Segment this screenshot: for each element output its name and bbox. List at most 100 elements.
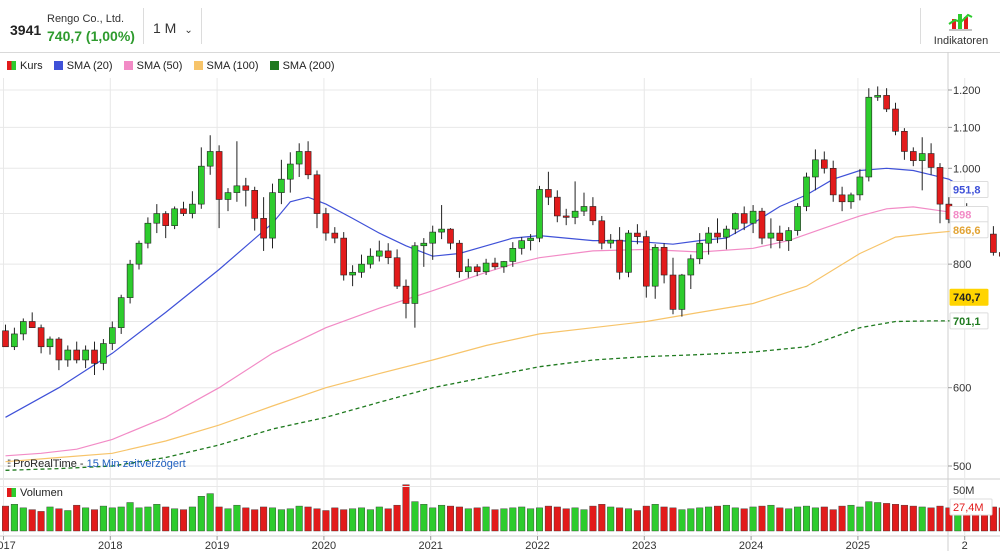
volume-bar [847,504,855,532]
volume-bar [224,508,232,532]
candle-body [269,192,276,239]
candle-body [28,321,36,328]
volume-bar [776,507,784,532]
volume-bar [687,508,695,532]
volume-bar [865,501,873,532]
candle-body [322,213,330,234]
candle-body [180,208,187,214]
volume-bar [19,507,27,532]
candle-body [2,330,9,348]
candle-body [91,349,98,364]
volume-axis-label: 50M [953,485,974,497]
legend-item-sma200[interactable]: SMA (200) [269,60,335,72]
candle-body [847,194,855,203]
volume-bar [171,508,179,532]
volume-bar [696,507,704,532]
candle-body [660,246,668,276]
candle-body [776,232,784,241]
legend-swatch [193,61,203,71]
volume-bar [340,509,348,532]
volume-bar [989,506,997,532]
price-change: 740,7 (1,00%) [47,28,135,44]
volume-bar [803,505,811,532]
candle-body [749,210,757,224]
candle-body [340,237,348,276]
volume-bar [909,505,917,532]
volume-bar [669,507,677,532]
candle-body [162,213,169,226]
volume-bar [206,493,214,532]
candle-body [678,274,686,310]
volume-bar [820,506,828,532]
candle-body [295,151,303,165]
time-tick-label: 2020 [312,540,336,551]
time-tick-label: 2019 [205,540,229,551]
price-tick-label: 1.100 [953,122,981,134]
candle-body [687,258,695,276]
volume-bar [215,506,223,532]
volume-bar [331,507,339,532]
sma20-line [5,167,967,418]
divider [920,8,921,44]
volume-bar [758,505,766,532]
volume-bar [589,505,597,532]
delay-note[interactable]: 15 Min zeitverzögert [86,458,186,470]
candle-body [803,176,810,207]
volume-bar [99,505,107,532]
chart-legend: Kurs SMA (20) SMA (50) SMA (100) SMA (20… [7,60,343,74]
legend-item-sma100[interactable]: SMA (100) [193,60,259,72]
volume-bar [269,507,277,532]
candle-body [598,220,606,244]
volume-bar [438,504,446,532]
candle-body [411,245,419,304]
legend-item-sma50[interactable]: SMA (50) [123,60,183,73]
legend-label: SMA (20) [66,60,113,73]
sma50-line [5,206,967,457]
candle-body [198,165,205,205]
indicators-icon [948,13,973,31]
candle-body [990,233,997,253]
candle-body [785,230,793,241]
volume-legend[interactable]: Volumen [7,487,63,499]
candle-body [758,210,766,239]
candle-body [206,151,214,167]
legend-label: Kurs [20,60,43,73]
chart-type-icon: ⫶⫶ [7,459,11,470]
legend-label: SMA (50) [136,60,183,73]
candle-body [313,174,321,214]
candle-body [616,239,623,273]
volume-bar [37,511,45,532]
volume-bar [277,509,285,532]
candle-body [500,261,508,268]
volume-bar [509,507,517,532]
volume-bar [936,505,944,532]
volume-bar [55,508,63,532]
volume-bar [794,506,802,532]
volume-bar [651,504,659,532]
time-tick-label: 2022 [525,540,549,551]
candle-body [856,176,864,196]
indicators-button[interactable]: Indikatoren [928,8,992,48]
time-tick-label: 2 [962,540,968,551]
volume-bar [571,507,579,532]
legend-item-sma20[interactable]: SMA (20) [53,60,113,73]
candle-body [393,257,401,287]
candle-body [464,266,472,273]
volume-bar [46,506,54,532]
volume-bar [162,506,170,532]
candle-body [420,242,428,247]
volume-bar [607,506,615,532]
volume-bar [108,507,116,532]
candle-body [117,297,125,328]
candle-body [571,210,579,218]
volume-bar [918,506,926,532]
candle-body [812,159,819,178]
volume-bar [660,506,668,532]
volume-bar [642,505,650,532]
top-bar: 3941 Rengo Co., Ltd. 740,7 (1,00%) 1 M ⌄ … [0,0,1000,53]
price-tick-label: 800 [953,259,971,271]
volume-bar [580,509,588,532]
legend-item-kurs[interactable]: Kurs [7,60,43,72]
period-selector[interactable]: 1 M ⌄ [153,20,193,36]
